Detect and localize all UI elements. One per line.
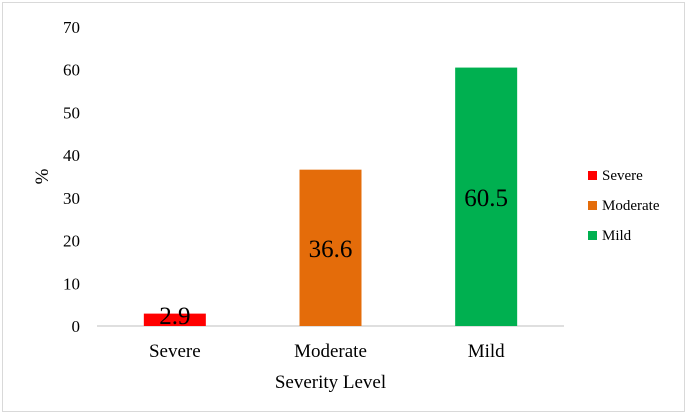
y-tick-label: 40 [63,146,80,165]
y-tick-label: 10 [63,274,80,293]
y-tick-label: 50 [63,103,80,122]
data-label-moderate: 36.6 [309,236,353,263]
y-tick-label: 0 [72,317,81,336]
legend-swatch-moderate [588,201,597,210]
legend-label-severe: Severe [602,168,643,184]
data-label-mild: 60.5 [464,185,508,212]
x-tick-label: Severe [149,341,201,362]
x-axis-tick-labels: Severe Moderate Mild [149,341,505,362]
legend-swatch-mild [588,231,597,240]
y-tick-label: 60 [63,61,80,80]
x-tick-label: Moderate [294,341,367,362]
data-label-severe: 2.9 [159,303,190,330]
y-axis-ticks: 0 10 20 30 40 50 60 70 [63,18,80,336]
legend-label-mild: Mild [602,228,632,244]
y-axis-title: % [32,168,53,184]
legend: Severe Moderate Mild [588,168,660,244]
legend-label-moderate: Moderate [602,198,660,214]
bar-moderate [299,169,362,326]
y-tick-label: 70 [63,18,80,37]
bar-mild [455,67,518,326]
bar-severe [143,313,206,326]
bars: 2.9 36.6 60.5 [143,67,518,330]
x-axis-title: Severity Level [275,372,386,393]
y-tick-label: 20 [63,232,80,251]
y-tick-label: 30 [63,189,80,208]
x-tick-label: Mild [468,341,505,362]
legend-swatch-severe [588,171,597,180]
